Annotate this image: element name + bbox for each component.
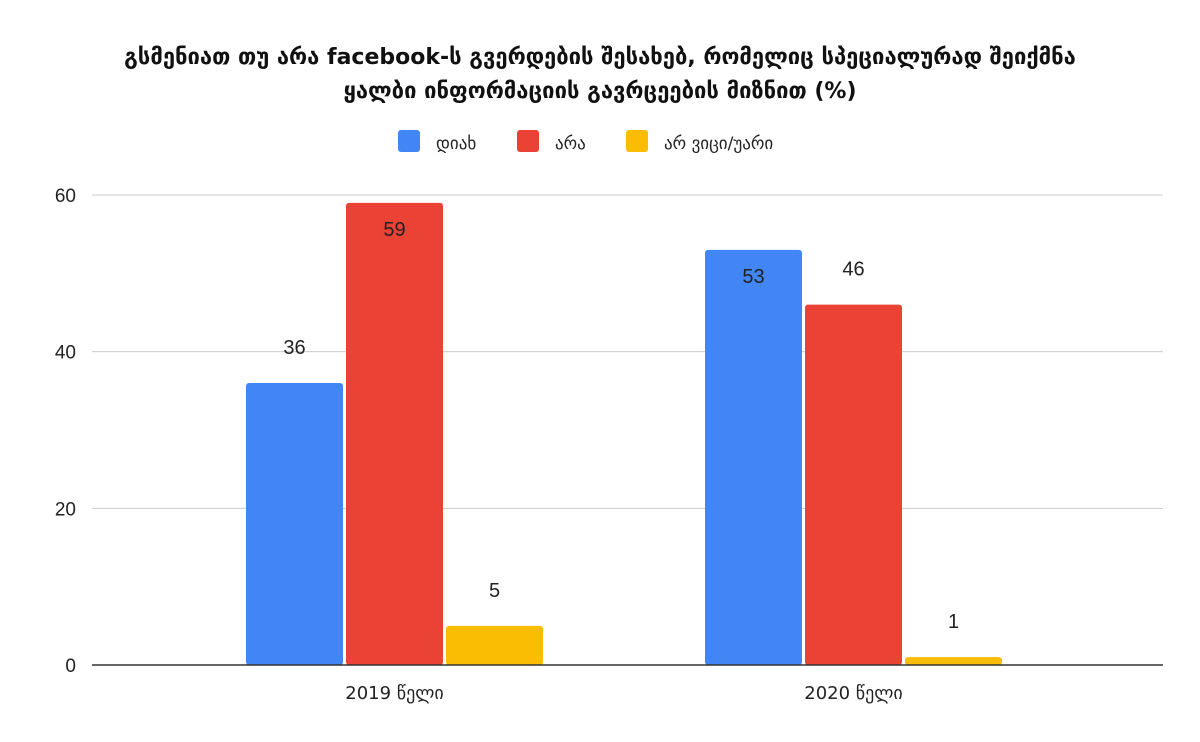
y-tick-label-0: 0	[65, 656, 76, 677]
y-tick-label-60: 60	[55, 186, 76, 207]
y-tick-label-20: 20	[55, 499, 76, 520]
legend-swatch-1	[398, 130, 420, 152]
x-axis: 2019 წელი 2020 წელი	[92, 664, 1163, 704]
chart-title-line-2: ყალბი ინფორმაციის გავრცეების მიზნით (%)	[343, 79, 856, 104]
bar-2-series-1	[705, 249, 802, 666]
legend-label-2: არა	[555, 134, 586, 154]
bar-1-series-3	[446, 625, 543, 665]
legend-swatch-2	[517, 130, 539, 152]
bar-2-series-3	[905, 657, 1002, 665]
y-tick-label-40: 40	[55, 343, 76, 364]
chart-title-line-1: გსმენიათ თუ არა facebook-ს გვერდების შეს…	[124, 45, 1076, 70]
legend-label-3: არ ვიცი/უარი	[664, 134, 773, 154]
data-label-1-series-3: 5	[489, 580, 500, 602]
chart-title: გსმენიათ თუ არა facebook-ს გვერდების შეს…	[124, 45, 1076, 104]
data-label-2-series-3: 1	[948, 611, 959, 633]
legend: დიახ არა არ ვიცი/უარი	[398, 130, 773, 154]
legend-label-1: დიახ	[436, 134, 476, 154]
data-label-2-series-1: 53	[742, 266, 764, 288]
x-category-label-2: 2020 წელი	[804, 683, 902, 704]
bar-2-series-2	[805, 304, 902, 665]
bar-1-series-2	[346, 202, 443, 666]
x-category-label-1: 2019 წელი	[345, 683, 443, 704]
y-axis: 0 20 40 60	[55, 186, 76, 677]
data-label-1-series-1: 36	[283, 337, 305, 359]
data-label-2-series-2: 46	[842, 259, 864, 281]
bars	[246, 202, 1002, 666]
bar-1-series-1	[246, 383, 343, 665]
data-labels: 36 59 5 53 46 1	[283, 219, 959, 633]
legend-swatch-3	[626, 130, 648, 152]
data-label-1-series-2: 59	[383, 219, 405, 241]
